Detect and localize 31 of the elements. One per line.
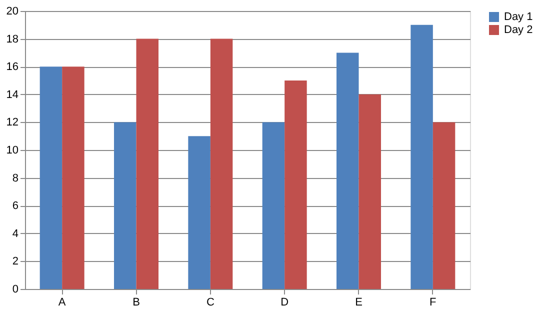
y-tick-label: 20 (6, 6, 18, 18)
bar (262, 122, 285, 289)
y-tick-label: 12 (6, 116, 18, 129)
legend-label: Day 1 (504, 11, 533, 23)
bar (62, 66, 84, 289)
y-tick-label: 0 (12, 284, 18, 296)
y-tick-label: 4 (12, 228, 18, 240)
legend-label: Day 2 (504, 24, 533, 36)
x-tick-label: C (206, 296, 214, 308)
bar (210, 38, 233, 289)
bar (136, 38, 158, 289)
x-tick-label: B (132, 296, 140, 308)
bar (432, 122, 456, 289)
y-tick-label: 6 (12, 200, 18, 212)
bar (188, 136, 210, 289)
y-tick-label: 14 (6, 88, 18, 101)
bar (410, 24, 433, 289)
bar (284, 80, 307, 289)
y-tick-label: 10 (6, 144, 18, 156)
x-tick-label: D (280, 296, 289, 308)
y-tick-label: 2 (12, 256, 18, 268)
x-tick-label: F (430, 296, 437, 308)
bar (358, 94, 381, 289)
bar (40, 66, 62, 289)
x-tick-label: A (58, 296, 66, 308)
y-tick-label: 8 (12, 172, 18, 184)
y-tick-label: 18 (6, 33, 18, 46)
y-tick-label: 16 (6, 61, 18, 74)
x-tick-label: E (355, 296, 362, 308)
bar (336, 52, 359, 289)
bar (114, 122, 136, 289)
